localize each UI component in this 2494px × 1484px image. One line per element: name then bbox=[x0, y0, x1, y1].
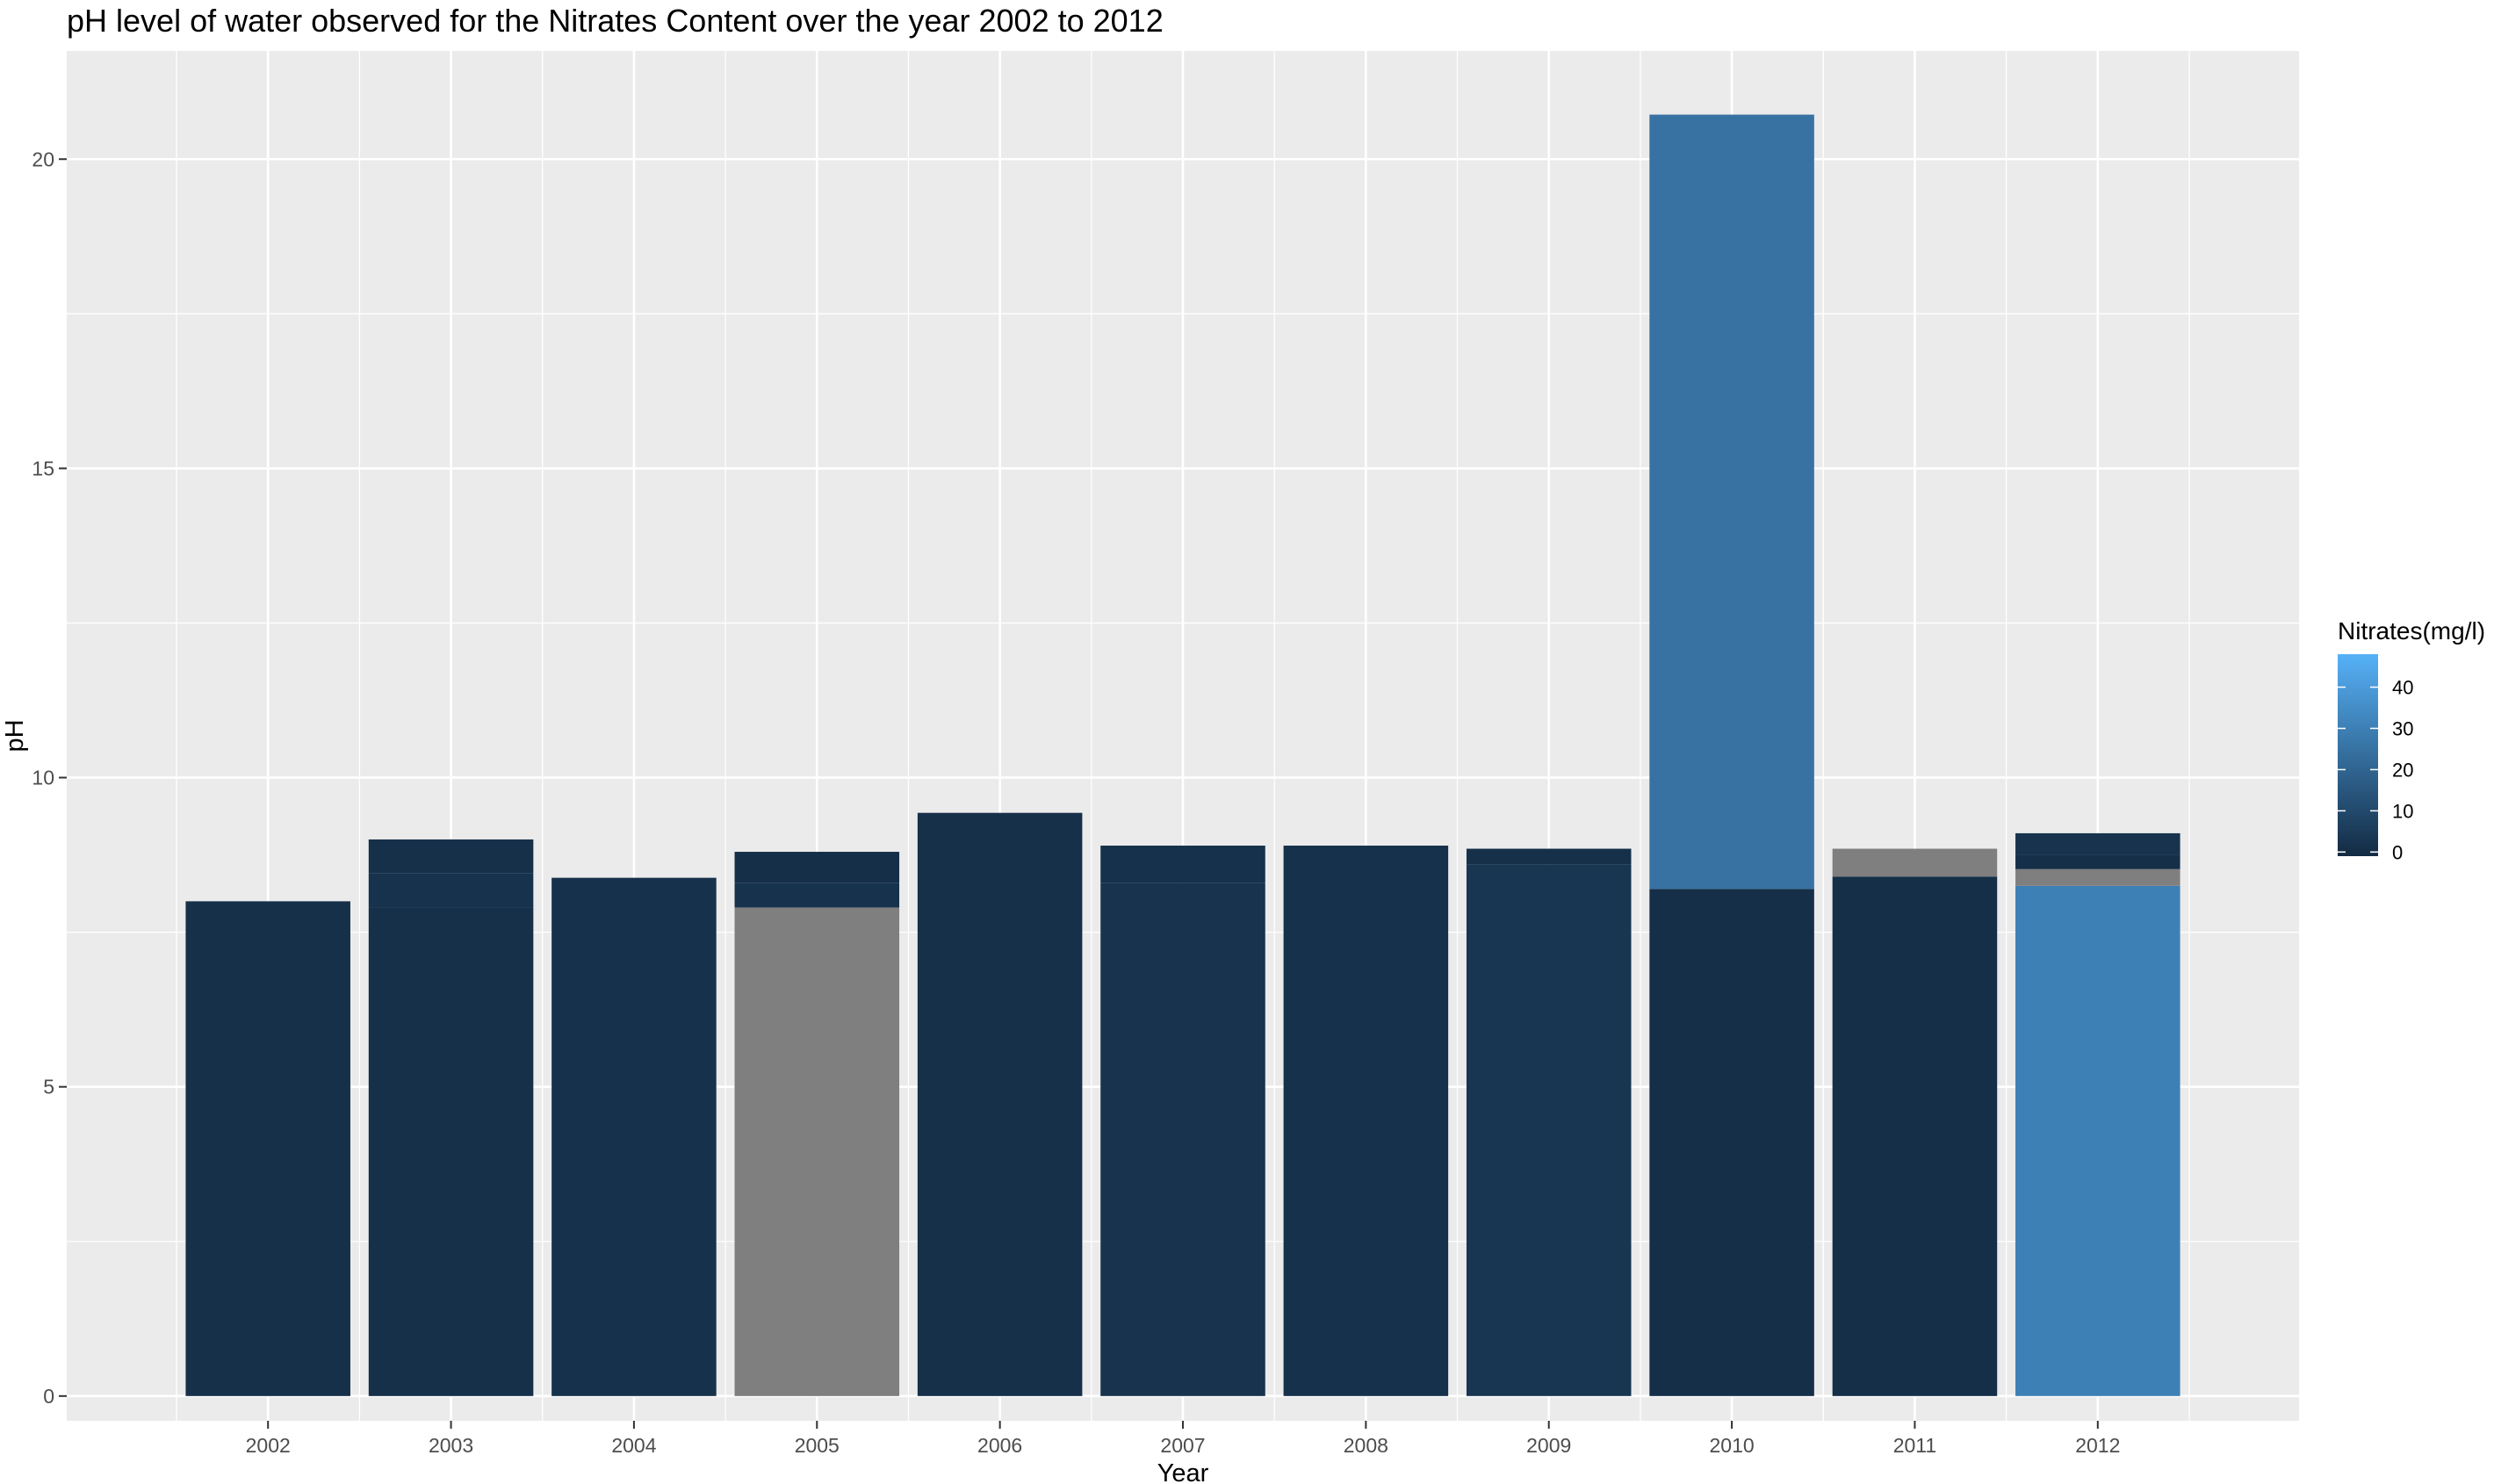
x-tick-label: 2012 bbox=[2075, 1434, 2120, 1457]
y-tick-label: 5 bbox=[43, 1076, 54, 1099]
y-axis-title: pH bbox=[1, 719, 29, 752]
bar-2010 bbox=[1649, 114, 1814, 1396]
bar-segment bbox=[185, 901, 350, 1396]
chart-title: pH level of water observed for the Nitra… bbox=[67, 3, 1164, 39]
bars bbox=[185, 114, 2180, 1396]
bar-2007 bbox=[1100, 846, 1265, 1396]
x-tick-label: 2009 bbox=[1526, 1434, 1571, 1457]
legend-colorbar bbox=[2338, 654, 2378, 856]
x-tick-label: 2011 bbox=[1893, 1434, 1936, 1457]
bar-segment bbox=[1283, 846, 1449, 1396]
legend-break-label: 0 bbox=[2392, 841, 2403, 863]
legend-break-label: 10 bbox=[2392, 800, 2413, 822]
bar-2004 bbox=[551, 877, 717, 1396]
legend-break-label: 20 bbox=[2392, 759, 2413, 781]
bar-segment bbox=[734, 852, 900, 883]
bar-segment bbox=[1466, 848, 1632, 865]
x-tick-label: 2010 bbox=[1709, 1434, 1754, 1457]
bar-segment bbox=[2015, 832, 2180, 855]
bar-segment bbox=[1100, 846, 1265, 883]
x-tick-label: 2005 bbox=[795, 1434, 840, 1457]
bar-segment bbox=[368, 907, 534, 1396]
bar-segment bbox=[368, 873, 534, 908]
x-tick-label: 2006 bbox=[977, 1434, 1022, 1457]
bar-segment bbox=[1649, 889, 1814, 1396]
bar-segment bbox=[1100, 882, 1265, 1396]
x-axis: 2002 2003 2004 2005 2006 2007 2008 2009 2010 2011… bbox=[246, 1421, 2120, 1457]
legend-break-label: 40 bbox=[2392, 677, 2413, 699]
x-tick-label: 2002 bbox=[246, 1434, 291, 1457]
bar-segment bbox=[551, 877, 717, 1396]
legend-title: Nitrates(mg/l) bbox=[2338, 617, 2485, 645]
bar-2005 bbox=[734, 852, 900, 1396]
bar-segment bbox=[1832, 876, 1998, 1396]
bar-segment bbox=[1649, 114, 1814, 890]
bar-segment bbox=[2015, 885, 2180, 1396]
bar-2006 bbox=[917, 812, 1083, 1396]
bar-2008 bbox=[1283, 846, 1449, 1396]
bar-2002 bbox=[185, 901, 350, 1396]
bar-segment bbox=[734, 907, 900, 1396]
x-tick-label: 2007 bbox=[1160, 1434, 1205, 1457]
bar-segment bbox=[734, 882, 900, 908]
bar-segment bbox=[1466, 864, 1632, 1396]
bar-segment bbox=[1832, 848, 1998, 877]
x-tick-label: 2004 bbox=[611, 1434, 656, 1457]
x-axis-title: Year bbox=[1157, 1459, 1209, 1484]
y-tick-label: 0 bbox=[43, 1385, 54, 1408]
bar-2009 bbox=[1466, 848, 1632, 1396]
y-tick-label: 10 bbox=[32, 767, 54, 789]
bar-segment bbox=[2015, 868, 2180, 886]
bar-2012 bbox=[2015, 832, 2180, 1396]
nitrates-legend: Nitrates(mg/l) 40 30 20 10 0 bbox=[2338, 617, 2485, 863]
y-tick-label: 20 bbox=[32, 148, 54, 170]
x-tick-label: 2003 bbox=[429, 1434, 473, 1457]
bar-2003 bbox=[368, 839, 534, 1396]
bar-segment bbox=[917, 812, 1083, 1396]
bar-segment bbox=[368, 839, 534, 874]
legend-break-label: 30 bbox=[2392, 717, 2413, 739]
x-tick-label: 2008 bbox=[1344, 1434, 1388, 1457]
bar-2011 bbox=[1832, 848, 1998, 1396]
bar-segment bbox=[2015, 854, 2180, 869]
y-tick-label: 15 bbox=[32, 457, 54, 479]
y-axis: 0 5 10 15 20 bbox=[32, 148, 67, 1408]
